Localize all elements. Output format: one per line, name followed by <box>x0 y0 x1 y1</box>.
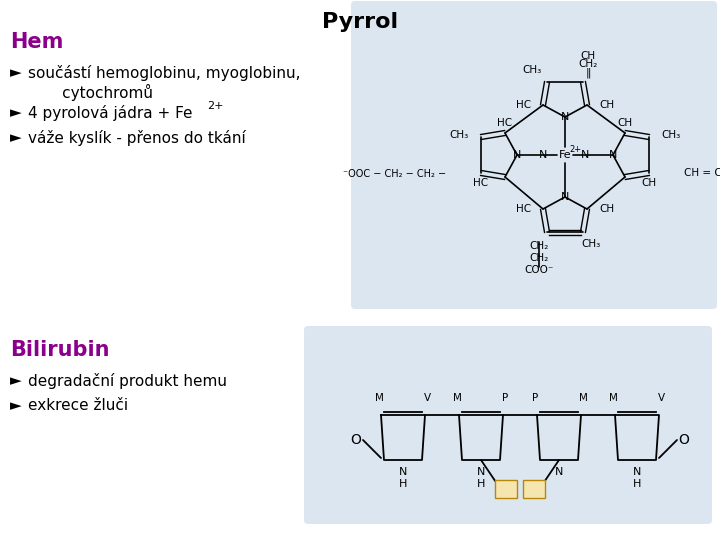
Text: COO⁻: COO⁻ <box>524 265 554 275</box>
Text: CH = CH₂: CH = CH₂ <box>684 168 720 178</box>
Text: O: O <box>678 433 690 447</box>
Text: N: N <box>399 467 408 477</box>
Text: CH₂: CH₂ <box>578 59 598 69</box>
Text: Bilirubin: Bilirubin <box>10 340 109 360</box>
Text: M: M <box>374 393 384 403</box>
Text: degradační produkt hemu: degradační produkt hemu <box>28 373 227 389</box>
Text: V: V <box>657 393 665 403</box>
Text: HC: HC <box>498 118 513 128</box>
Text: HC: HC <box>516 204 531 214</box>
Text: exkrece žluči: exkrece žluči <box>28 398 128 413</box>
Text: CH₃: CH₃ <box>523 65 542 75</box>
Text: 2+: 2+ <box>569 145 581 154</box>
Text: N: N <box>633 467 642 477</box>
Text: H: H <box>528 483 539 496</box>
Text: M: M <box>608 393 618 403</box>
Text: P: P <box>502 393 508 403</box>
Text: N: N <box>609 150 617 160</box>
Text: ►: ► <box>10 130 22 145</box>
Text: ►: ► <box>10 398 22 413</box>
FancyBboxPatch shape <box>351 1 717 309</box>
Text: CH₂: CH₂ <box>529 241 549 251</box>
Text: N: N <box>513 150 521 160</box>
Text: CH₂: CH₂ <box>529 253 549 263</box>
Text: CH: CH <box>599 100 614 110</box>
Text: CH: CH <box>599 204 614 214</box>
Text: N: N <box>539 150 547 160</box>
Text: CH: CH <box>580 51 595 61</box>
Text: CH: CH <box>618 118 633 128</box>
Text: váže kyslík - přenos do tkání: váže kyslík - přenos do tkání <box>28 130 246 146</box>
Text: Pyrrol: Pyrrol <box>322 12 398 32</box>
Text: H: H <box>501 483 511 496</box>
Text: N: N <box>581 150 589 160</box>
Text: P: P <box>532 393 538 403</box>
Text: H: H <box>477 479 485 489</box>
Text: 4 pyrolová jádra + Fe: 4 pyrolová jádra + Fe <box>28 105 192 121</box>
Text: ⁻OOC − CH₂ − CH₂ −: ⁻OOC − CH₂ − CH₂ − <box>343 169 446 179</box>
Text: Fe: Fe <box>559 150 571 160</box>
Text: Hem: Hem <box>10 32 63 52</box>
Text: N: N <box>477 467 485 477</box>
Text: M: M <box>579 393 588 403</box>
Text: HC: HC <box>474 178 489 188</box>
Text: HC: HC <box>516 100 531 110</box>
Text: V: V <box>423 393 431 403</box>
FancyBboxPatch shape <box>523 480 545 498</box>
Text: N: N <box>561 112 570 122</box>
Text: ►: ► <box>10 373 22 388</box>
Text: M: M <box>453 393 462 403</box>
Text: CH₃: CH₃ <box>661 130 680 140</box>
Text: CH₃: CH₃ <box>581 239 600 249</box>
Text: N: N <box>561 192 570 202</box>
FancyBboxPatch shape <box>495 480 517 498</box>
Text: O: O <box>351 433 361 447</box>
FancyBboxPatch shape <box>304 326 712 524</box>
Text: ‖: ‖ <box>585 68 590 78</box>
Text: CH: CH <box>642 178 657 188</box>
Text: 2+: 2+ <box>207 101 223 111</box>
Text: součástí hemoglobinu, myoglobinu,
       cytochromů: součástí hemoglobinu, myoglobinu, cytoch… <box>28 65 300 101</box>
Text: CH₃: CH₃ <box>450 130 469 140</box>
Text: N: N <box>555 467 563 477</box>
Text: ►: ► <box>10 65 22 80</box>
Text: ►: ► <box>10 105 22 120</box>
Text: H: H <box>399 479 408 489</box>
Text: H: H <box>633 479 642 489</box>
